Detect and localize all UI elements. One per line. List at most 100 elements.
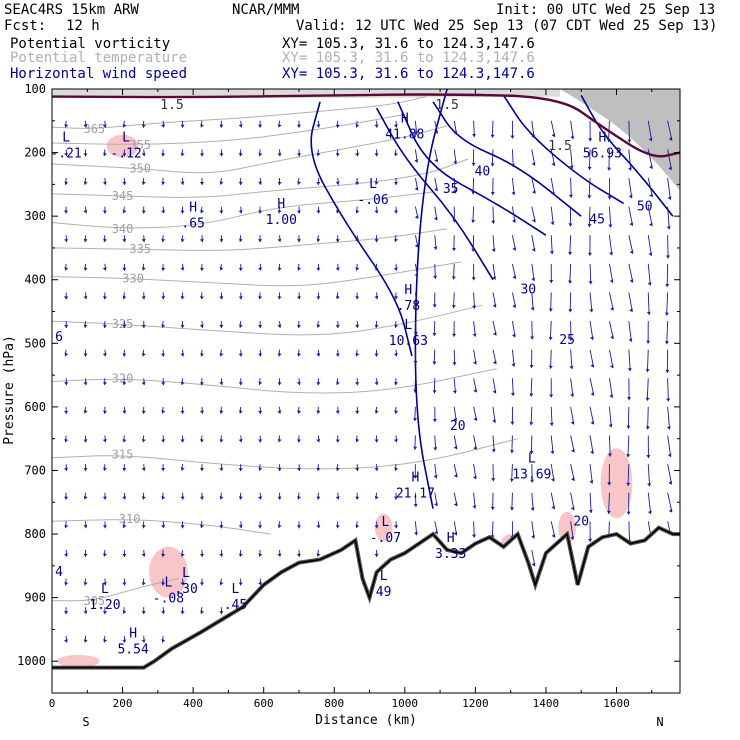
wind-vector-head	[335, 152, 340, 157]
wind-vector-head	[646, 340, 651, 344]
wind-vector-head	[568, 337, 573, 341]
wind-vector-head	[548, 336, 553, 341]
wind-vector-head	[374, 124, 379, 128]
theta-contour	[51, 261, 462, 287]
wind-vector-head	[646, 311, 651, 315]
wind-vector	[589, 492, 592, 514]
y-tick-label: 600	[24, 400, 46, 414]
wind-vector-head	[414, 302, 418, 307]
terrain-line	[52, 526, 680, 669]
wind-vector-head	[452, 190, 457, 194]
wind-vector-head	[335, 467, 340, 471]
wind-vector	[550, 206, 554, 225]
init-time: Init: 00 UTC Wed 25 Sep 13	[496, 2, 716, 18]
wind-vector	[628, 120, 631, 143]
field-theta-name: Potential temperature	[10, 50, 188, 66]
wind-vector-head	[549, 394, 554, 398]
extremum-marker: L	[404, 318, 412, 333]
wind-vector-head	[471, 162, 476, 166]
wind-vector-head	[161, 524, 165, 529]
wind-vector-head	[219, 581, 224, 586]
wind-vector-head	[161, 181, 166, 185]
wind-vector	[608, 206, 612, 228]
wind-vector-head	[374, 410, 379, 414]
wind-vector-head	[238, 467, 243, 472]
wind-vector-head	[161, 238, 166, 243]
wind-vector-head	[355, 296, 360, 300]
y-tick-label: 500	[24, 336, 46, 350]
wind-vector-head	[413, 360, 418, 365]
wind-vector-head	[355, 181, 360, 185]
wind-vector-head	[64, 267, 69, 271]
wind-vector-head	[103, 639, 107, 643]
wind-vector	[627, 464, 630, 486]
wind-vector-head	[83, 124, 88, 128]
wind-vector-head	[472, 505, 477, 509]
wind-vector-head	[648, 252, 653, 256]
wind-vector-head	[665, 283, 670, 288]
wind-vector-head	[491, 448, 496, 453]
wind-vector-head	[571, 448, 575, 453]
wind-vector-head	[627, 139, 632, 143]
wind-vector-head	[102, 353, 107, 357]
extremum-value: -.07	[370, 531, 401, 546]
wind-vector-head	[258, 152, 263, 157]
wind-vector	[647, 292, 650, 315]
wind-vector-head	[451, 304, 456, 309]
theta-contour-label: 365	[83, 122, 105, 136]
wind-vector-head	[180, 210, 185, 214]
extremum-marker: L	[369, 177, 377, 192]
wind-vector-head	[335, 267, 340, 271]
wind-vector-head	[238, 152, 243, 157]
theta-contour-label: 335	[129, 242, 151, 256]
wind-vector-head	[122, 381, 127, 386]
x-tick-label: 200	[113, 697, 133, 710]
wind-vector-head	[102, 124, 107, 128]
wind-vector-head	[628, 194, 633, 199]
wind-vector-head	[665, 255, 670, 259]
wind-vector-head	[550, 450, 555, 454]
wind-vector-head	[64, 296, 69, 300]
wind-vector-head	[122, 124, 127, 128]
wind-vector-head	[355, 467, 360, 472]
wind-vector-head	[393, 353, 398, 357]
wind-vector-head	[64, 181, 69, 185]
wind-vector-head	[277, 467, 282, 472]
wind-vector	[667, 177, 671, 200]
wind-vector-head	[530, 507, 535, 511]
theta-contour-label: 330	[122, 271, 144, 285]
wind-vector-head	[609, 364, 614, 369]
wind-vector	[627, 406, 630, 429]
wind-vector-head	[413, 331, 418, 336]
wind-vector-head	[590, 363, 594, 368]
wind-vector-head	[432, 304, 437, 308]
extremum-value: 41.88	[385, 127, 424, 142]
wind-vector	[570, 521, 574, 540]
wind-vector-head	[608, 224, 613, 228]
wind-vector-head	[238, 438, 243, 443]
wind-vector-head	[141, 467, 146, 471]
y-axis-title: Pressure (hPa)	[2, 335, 17, 445]
wind-vector	[608, 263, 614, 283]
wind-vector-head	[122, 496, 127, 500]
wind-vector-head	[628, 338, 633, 342]
wind-vector-head	[374, 495, 379, 500]
wind-vector	[647, 464, 651, 487]
wind-vector-head	[296, 239, 301, 243]
wind-vector-head	[219, 439, 224, 443]
wind-vector	[646, 378, 649, 401]
wind-vector	[589, 320, 594, 340]
wind-vector-head	[609, 251, 613, 256]
extremum-value: -.12	[110, 146, 141, 161]
wind-vector-head	[200, 353, 205, 357]
wind-vector	[647, 406, 649, 430]
y-tick-label: 800	[24, 527, 46, 541]
wind-vector-head	[665, 341, 670, 345]
wind-vector-head	[277, 238, 282, 242]
wind-vector-head	[102, 525, 107, 529]
wind-vector-head	[570, 135, 574, 140]
wind-vector-head	[180, 410, 185, 414]
wind-vector-head	[102, 410, 107, 414]
wind-vector-head	[219, 238, 224, 243]
wind-vector-head	[473, 417, 477, 421]
